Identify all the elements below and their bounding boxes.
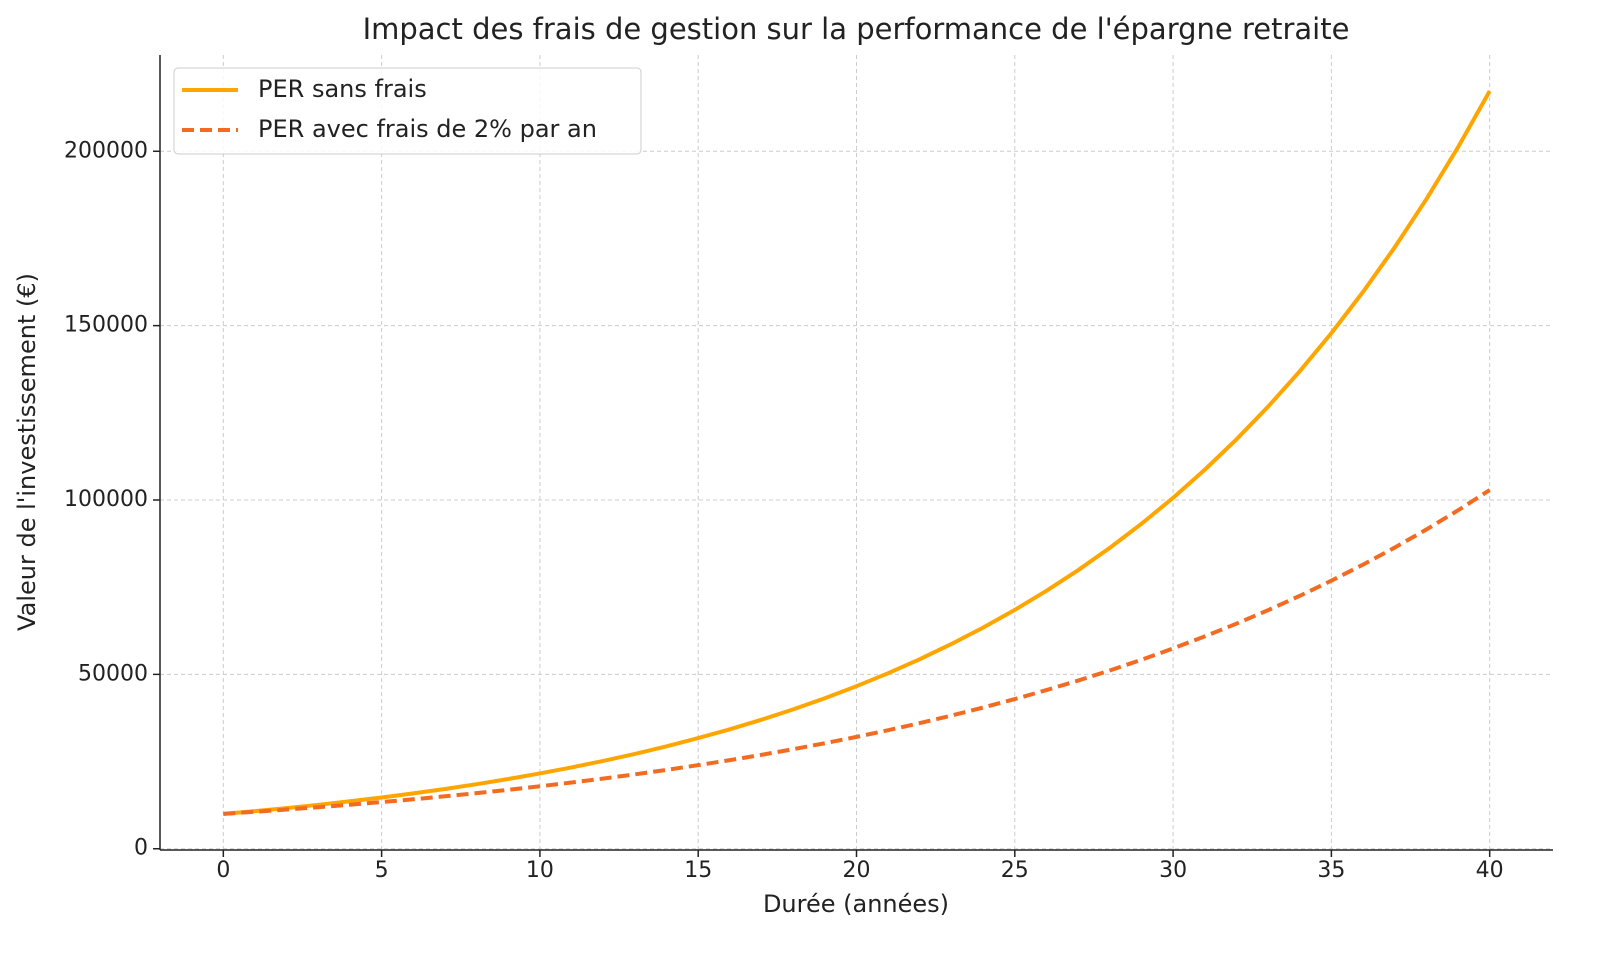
legend-box	[173, 67, 642, 155]
y-tick-label: 100000	[64, 487, 148, 512]
y-tick-label: 200000	[64, 138, 148, 163]
y-tick-label: 150000	[64, 313, 148, 338]
x-tick-label: 10	[526, 858, 554, 883]
x-tick-label: 20	[843, 858, 871, 883]
x-tick-label: 15	[684, 858, 712, 883]
x-tick-label: 5	[375, 858, 389, 883]
chart-title: Impact des frais de gestion sur la perfo…	[363, 12, 1350, 46]
data-line	[223, 90, 1492, 816]
y-tick-label: 0	[134, 836, 148, 861]
x-axis-label: Durée (années)	[763, 890, 949, 918]
x-tick-label: 35	[1317, 858, 1345, 883]
y-axis-label: Valeur de l'investissement (€)	[13, 273, 41, 631]
data-line	[223, 488, 1491, 816]
x-tick-label: 40	[1476, 858, 1504, 883]
x-tick-label: 30	[1159, 858, 1187, 883]
legend-label: PER sans frais	[258, 75, 427, 103]
legend-label: PER avec frais de 2% par an	[258, 115, 597, 143]
x-tick-label: 25	[1001, 858, 1029, 883]
x-tick-label: 0	[216, 858, 230, 883]
y-tick-label: 50000	[78, 661, 148, 686]
